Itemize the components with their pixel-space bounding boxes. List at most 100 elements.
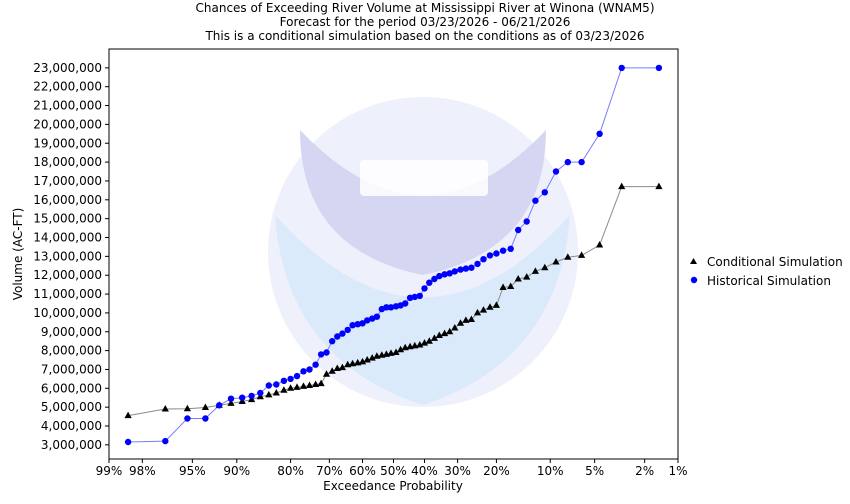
historical-data-point (300, 368, 306, 374)
historical-data-point (345, 327, 351, 333)
historical-data-point (532, 198, 538, 204)
noaa-watermark-logo (268, 97, 578, 407)
x-tick-label: 95% (179, 464, 206, 478)
historical-data-point (339, 330, 345, 336)
historical-data-point (463, 265, 469, 271)
historical-data-point (202, 415, 208, 421)
conditional-data-point (184, 405, 191, 412)
historical-data-point (426, 280, 432, 286)
historical-data-point (281, 378, 287, 384)
conditional-data-point (655, 183, 662, 190)
y-tick-label: 19,000,000 (33, 136, 102, 150)
chart-subtitle-period: Forecast for the period 03/23/2026 - 06/… (280, 15, 571, 29)
y-tick-label: 10,000,000 (33, 306, 102, 320)
x-tick-label: 1% (668, 464, 687, 478)
x-tick-label: 40% (411, 464, 438, 478)
legend-historical-marker (691, 277, 697, 283)
y-tick-label: 9,000,000 (41, 325, 102, 339)
historical-data-point (306, 366, 312, 372)
conditional-data-point (596, 241, 603, 248)
y-axis: 3,000,000 4,000,000 5,000,000 6,000,000 7,00… (33, 61, 109, 452)
conditional-data-point (162, 405, 169, 412)
historical-data-point (553, 168, 559, 174)
historical-data-point (402, 300, 408, 306)
conditional-data-point (578, 251, 585, 258)
x-tick-label: 5% (585, 464, 604, 478)
historical-data-point (500, 248, 506, 254)
y-tick-label: 13,000,000 (33, 249, 102, 263)
y-tick-label: 8,000,000 (41, 344, 102, 358)
x-tick-label: 30% (444, 464, 471, 478)
historical-data-point (480, 256, 486, 262)
historical-data-point (273, 381, 279, 387)
y-tick-label: 6,000,000 (41, 381, 102, 395)
historical-data-point (515, 227, 521, 233)
chart-title-block: Chances of Exceeding River Volume at Mis… (196, 1, 655, 43)
historical-data-point (417, 293, 423, 299)
y-tick-label: 21,000,000 (33, 99, 102, 113)
x-tick-label: 98% (129, 464, 156, 478)
historical-data-point (578, 159, 584, 165)
historical-data-point (294, 373, 300, 379)
historical-data-point (457, 266, 463, 272)
historical-data-point (184, 415, 190, 421)
x-tick-label: 50% (380, 464, 407, 478)
historical-data-point (329, 338, 335, 344)
y-tick-label: 5,000,000 (41, 400, 102, 414)
historical-data-point (248, 393, 254, 399)
historical-data-point (239, 395, 245, 401)
y-tick-label: 16,000,000 (33, 193, 102, 207)
x-tick-label: 2% (635, 464, 654, 478)
historical-data-point (125, 439, 131, 445)
y-tick-label: 15,000,000 (33, 212, 102, 226)
conditional-data-point (318, 380, 325, 387)
historical-data-point (493, 250, 499, 256)
historical-data-point (524, 218, 530, 224)
historical-data-point (619, 65, 625, 71)
x-tick-label: 99% (96, 464, 123, 478)
historical-data-point (596, 131, 602, 137)
historical-data-point (257, 390, 263, 396)
y-tick-label: 22,000,000 (33, 80, 102, 94)
y-tick-label: 14,000,000 (33, 231, 102, 245)
conditional-data-point (618, 183, 625, 190)
chart-subtitle-condition: This is a conditional simulation based o… (204, 29, 644, 43)
historical-data-point (374, 314, 380, 320)
historical-data-point (656, 65, 662, 71)
y-tick-label: 18,000,000 (33, 155, 102, 169)
historical-data-point (508, 246, 514, 252)
chart-title: Chances of Exceeding River Volume at Mis… (196, 1, 655, 15)
historical-data-point (323, 349, 329, 355)
y-tick-label: 17,000,000 (33, 174, 102, 188)
historical-data-point (468, 265, 474, 271)
y-tick-label: 12,000,000 (33, 268, 102, 282)
legend-historical-label: Historical Simulation (707, 274, 831, 288)
historical-data-point (266, 382, 272, 388)
y-axis-label: Volume (AC-FT) (11, 208, 25, 301)
legend-conditional-marker (690, 258, 697, 264)
historical-data-point (228, 396, 234, 402)
historical-data-point (421, 285, 427, 291)
historical-data-point (287, 376, 293, 382)
y-tick-label: 7,000,000 (41, 362, 102, 376)
historical-data-point (565, 159, 571, 165)
x-tick-label: 80% (277, 464, 304, 478)
historical-data-point (474, 261, 480, 267)
x-axis-label: Exceedance Probability (323, 479, 463, 493)
x-axis: 99% 98% 95% 90% 80% 70% 60% 50% 40% 30% 20% 10% 5% 2%… (96, 459, 688, 478)
historical-data-point (162, 438, 168, 444)
y-tick-label: 4,000,000 (41, 419, 102, 433)
historical-data-point (452, 268, 458, 274)
historical-data-point (216, 402, 222, 408)
historical-data-point (542, 189, 548, 195)
y-tick-label: 23,000,000 (33, 61, 102, 75)
x-tick-label: 60% (349, 464, 376, 478)
y-tick-label: 20,000,000 (33, 117, 102, 131)
chart-legend: Conditional Simulation Historical Simula… (690, 255, 843, 288)
y-tick-label: 3,000,000 (41, 438, 102, 452)
y-tick-label: 11,000,000 (33, 287, 102, 301)
x-tick-label: 10% (537, 464, 564, 478)
x-tick-label: 90% (223, 464, 250, 478)
